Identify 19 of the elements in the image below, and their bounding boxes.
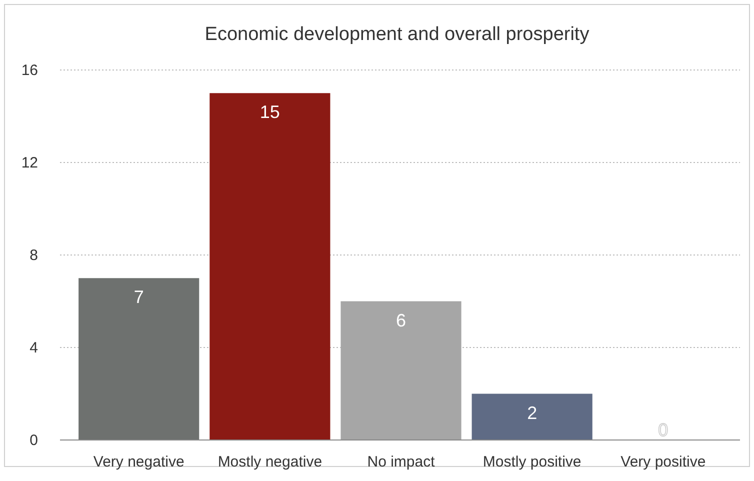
x-tick-label: Very negative <box>93 454 184 471</box>
data-label: 7 <box>134 287 144 308</box>
y-tick-label: 12 <box>21 154 38 172</box>
data-label: 6 <box>396 310 406 330</box>
bar <box>78 278 200 440</box>
data-label: 15 <box>260 102 280 122</box>
x-tick-label: No impact <box>367 454 436 471</box>
data-label: 2 <box>527 402 538 423</box>
bar <box>210 93 330 440</box>
bar <box>340 301 462 440</box>
chart-title: Economic development and overall prosperity <box>204 24 590 45</box>
y-tick-label: 4 <box>30 339 38 356</box>
y-tick-label: 8 <box>30 246 38 264</box>
y-tick-label: 0 <box>30 432 38 449</box>
x-tick-label: Mostly positive <box>482 454 582 471</box>
x-tick-label: Very positive <box>620 454 706 471</box>
bar <box>472 394 592 440</box>
y-tick-label: 16 <box>21 62 38 79</box>
x-tick-label: Mostly negative <box>218 454 322 471</box>
